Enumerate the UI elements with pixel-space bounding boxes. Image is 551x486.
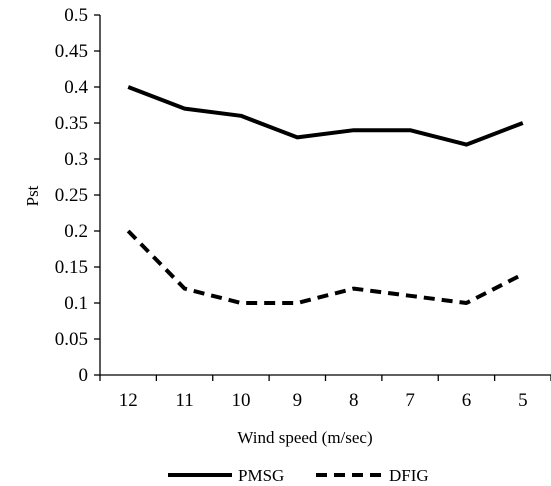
- y-axis-ticks: 0 0.05 0.1 0.15 0.2 0.25 0.3 0.35 0.4 0.45 0.5: [55, 5, 100, 386]
- x-tick-label: 5: [518, 390, 528, 411]
- y-tick-label: 0.1: [64, 293, 88, 314]
- x-tick-label: 10: [231, 390, 250, 411]
- legend: PMSG DFIG: [168, 466, 429, 485]
- x-tick-label: 9: [293, 390, 303, 411]
- y-axis-title: Pst: [23, 185, 42, 206]
- y-tick-label: 0.05: [55, 329, 88, 350]
- series-line-dfig: [126, 229, 524, 305]
- y-tick-label: 0.25: [55, 185, 88, 206]
- x-tick-label: 11: [175, 390, 193, 411]
- y-tick-label: 0.35: [55, 113, 88, 134]
- legend-label-pmsg: PMSG: [238, 466, 284, 485]
- y-tick-label: 0.5: [64, 5, 88, 26]
- y-tick-label: 0: [79, 365, 89, 386]
- y-tick-label: 0.2: [64, 221, 88, 242]
- x-tick-label: 7: [405, 390, 415, 411]
- y-tick-label: 0.3: [64, 149, 88, 170]
- x-axis-ticks: 12 11 10 9 8 7 6 5: [99, 375, 551, 411]
- y-tick-label: 0.45: [55, 41, 88, 62]
- x-tick-label: 6: [462, 390, 472, 411]
- axes: [99, 15, 551, 376]
- y-tick-label: 0.4: [64, 77, 88, 98]
- y-tick-label: 0.15: [55, 257, 88, 278]
- x-tick-label: 8: [349, 390, 359, 411]
- series-line-pmsg: [127, 85, 524, 147]
- legend-label-dfig: DFIG: [389, 466, 429, 485]
- x-tick-label: 12: [119, 390, 138, 411]
- x-axis-title: Wind speed (m/sec): [237, 428, 372, 447]
- series-layer: [126, 85, 524, 305]
